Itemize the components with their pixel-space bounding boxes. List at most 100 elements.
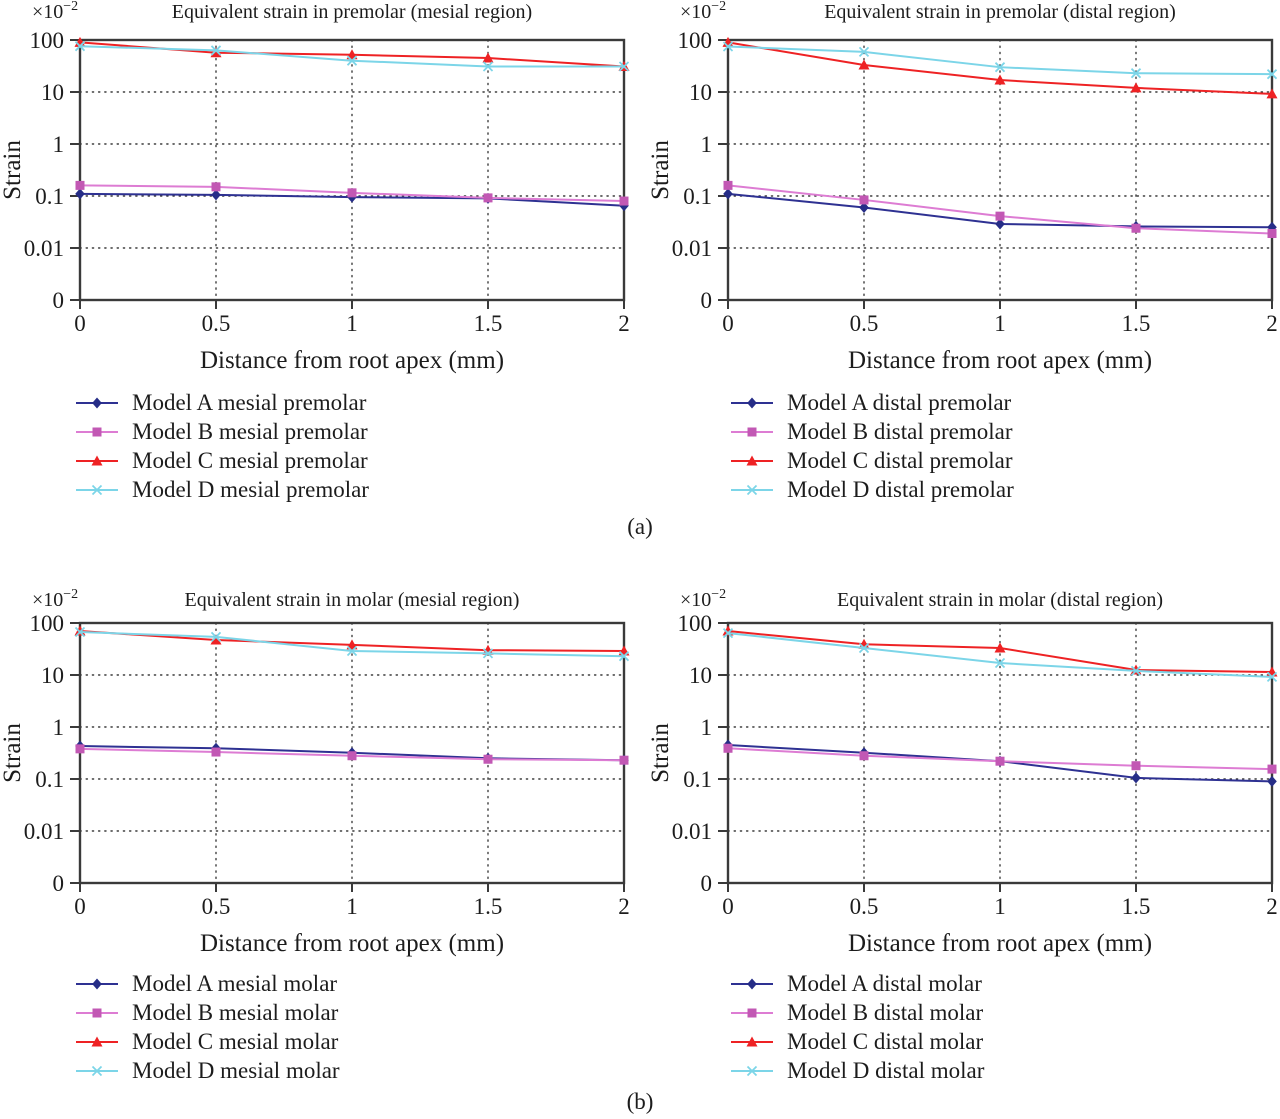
- square-marker-icon: [1267, 229, 1277, 239]
- y-tick-label: 0.01: [24, 236, 64, 261]
- chart-premolar-distal: 100 10 1 0.1 0.01 00 0.5 1 1.5 2 Equivalent strain…: [647, 0, 1278, 374]
- square-marker-icon: [723, 180, 733, 190]
- x-marker-icon: [346, 55, 358, 66]
- y-tick-label: 0: [53, 871, 65, 896]
- legend-item-model-a-mesial-premolar: Model A mesial premolar: [76, 391, 369, 414]
- square-marker-icon: [859, 751, 869, 761]
- x-marker-icon: [746, 484, 758, 495]
- x-marker-icon: [210, 631, 222, 643]
- legend-item-model-a-distal-premolar: Model A distal premolar: [731, 391, 1014, 414]
- triangle-marker-icon: [76, 455, 118, 465]
- chart-title: Equivalent strain in molar (distal regio…: [837, 589, 1163, 611]
- legend-label: Model A mesial molar: [132, 971, 338, 996]
- square-marker-icon: [747, 427, 757, 436]
- y-tick-label: 10: [41, 80, 64, 105]
- y-axis-multiplier: ×10−2: [680, 0, 726, 23]
- x-marker-icon: [1266, 671, 1278, 683]
- square-marker-icon: [1131, 761, 1141, 771]
- x-marker-icon: [91, 1065, 103, 1076]
- x-tick-label: 2: [1266, 894, 1278, 919]
- legend-label: Model B mesial premolar: [132, 419, 368, 444]
- y-tick-label: 100: [30, 611, 65, 636]
- legend-label: Model C mesial premolar: [132, 448, 368, 473]
- x-tick-label: 1.5: [1122, 894, 1151, 919]
- x-marker-icon: [74, 41, 86, 52]
- x-marker-icon: [1130, 68, 1142, 79]
- legend-item-model-d-mesial-premolar: Model D mesial premolar: [76, 478, 369, 501]
- y-tick-label: 0.01: [24, 819, 64, 844]
- triangle-marker-icon: [346, 639, 358, 650]
- legend-item-model-a-mesial-molar: Model A mesial molar: [76, 972, 340, 995]
- legend-item-model-b-mesial-molar: Model B mesial molar: [76, 1001, 340, 1024]
- y-axis-multiplier: ×10−2: [32, 587, 78, 611]
- chart-title: Equivalent strain in molar (mesial regio…: [185, 589, 520, 611]
- y-tick-label: 0: [701, 871, 713, 896]
- y-axis-label: Strain: [0, 140, 26, 200]
- diamond-marker-icon: [211, 189, 221, 201]
- x-tick-label: 2: [1266, 311, 1278, 336]
- legend-label: Model B distal molar: [787, 1000, 984, 1025]
- y-tick-label: 0: [53, 288, 65, 313]
- y-tick-label: 1: [53, 132, 65, 157]
- x-marker-icon: [858, 46, 870, 58]
- y-tick-label: 10: [689, 80, 712, 105]
- x-tick-label: 0: [74, 311, 86, 336]
- x-tick-label: 0.5: [202, 894, 231, 919]
- x-tick-label: 1: [346, 894, 358, 919]
- square-marker-icon: [747, 1008, 757, 1017]
- x-marker-icon: [722, 627, 734, 639]
- legend-item-model-d-distal-premolar: Model D distal premolar: [731, 478, 1014, 501]
- x-axis-label: Distance from root apex (mm): [848, 930, 1152, 957]
- triangle-marker-icon: [731, 1036, 773, 1046]
- square-marker-icon: [731, 427, 773, 436]
- diamond-marker-icon: [723, 188, 733, 200]
- square-marker-icon: [483, 193, 493, 203]
- square-marker-icon: [75, 744, 85, 754]
- square-marker-icon: [211, 182, 221, 192]
- y-tick-label: 0.1: [683, 767, 712, 792]
- y-axis-multiplier: ×10−2: [32, 0, 78, 23]
- x-marker-icon: [731, 484, 773, 495]
- triangle-marker-icon: [1130, 82, 1142, 93]
- legend-item-model-a-distal-molar: Model A distal molar: [731, 972, 984, 995]
- legend-label: Model D mesial premolar: [132, 477, 369, 502]
- y-tick-label: 0.1: [683, 184, 712, 209]
- triangle-marker-icon: [994, 642, 1006, 653]
- triangle-marker-icon: [731, 455, 773, 465]
- x-axis-label: Distance from root apex (mm): [848, 347, 1152, 374]
- x-marker-icon: [618, 61, 630, 72]
- x-marker-icon: [482, 61, 494, 72]
- chart-title: Equivalent strain in premolar (distal re…: [824, 1, 1176, 23]
- square-marker-icon: [995, 756, 1005, 766]
- x-marker-icon: [994, 62, 1006, 73]
- x-tick-label: 1.5: [474, 311, 503, 336]
- square-marker-icon: [859, 195, 869, 205]
- x-tick-label: 0: [74, 894, 86, 919]
- y-tick-label: 0.1: [35, 767, 64, 792]
- x-marker-icon: [1130, 665, 1142, 677]
- diamond-marker-icon: [76, 978, 118, 989]
- legend-label: Model C distal molar: [787, 1029, 984, 1054]
- triangle-marker-icon: [746, 1036, 758, 1046]
- legend-label: Model D distal molar: [787, 1058, 985, 1083]
- x-tick-label: 0: [722, 894, 734, 919]
- square-marker-icon: [76, 1008, 118, 1017]
- diamond-marker-icon: [92, 397, 102, 408]
- legend-item-model-c-mesial-molar: Model C mesial molar: [76, 1030, 340, 1053]
- square-marker-icon: [1131, 223, 1141, 233]
- square-marker-icon: [619, 196, 629, 206]
- diamond-marker-icon: [731, 397, 773, 408]
- legend-item-model-b-mesial-premolar: Model B mesial premolar: [76, 420, 369, 443]
- legend-label: Model A mesial premolar: [132, 390, 367, 415]
- triangle-marker-icon: [858, 59, 870, 70]
- x-tick-label: 0: [722, 311, 734, 336]
- x-marker-icon: [91, 484, 103, 495]
- legend-label: Model C distal premolar: [787, 448, 1013, 473]
- x-tick-label: 1.5: [474, 894, 503, 919]
- x-tick-label: 1: [994, 894, 1006, 919]
- legend-label: Model B distal premolar: [787, 419, 1013, 444]
- square-marker-icon: [483, 754, 493, 764]
- square-marker-icon: [75, 180, 85, 190]
- diamond-marker-icon: [1267, 775, 1277, 787]
- x-marker-icon: [731, 1065, 773, 1076]
